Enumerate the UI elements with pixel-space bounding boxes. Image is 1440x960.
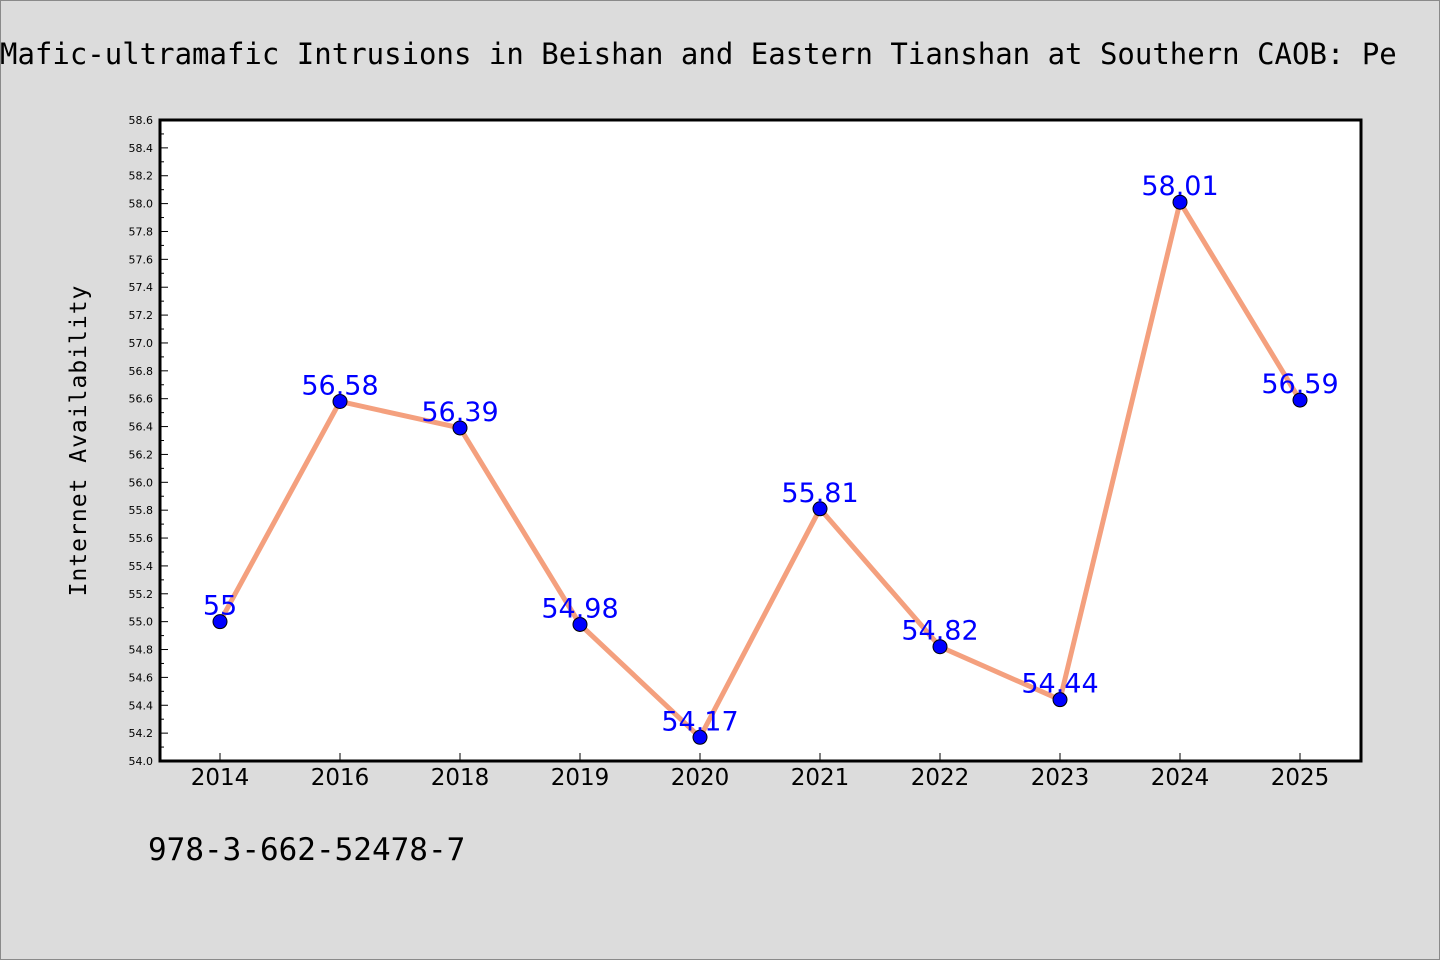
y-tick-label: 54.6	[129, 671, 154, 684]
y-tick-label: 57.8	[129, 225, 154, 238]
y-tick-label: 58.4	[129, 142, 154, 155]
data-point	[572, 616, 588, 632]
x-tick-label: 2016	[311, 765, 370, 791]
series-group: 55 56.58 56.39 54.98 54.17 55.81 54.82 54.44 58.…	[203, 171, 1339, 745]
y-tick-label: 56.8	[129, 365, 154, 378]
x-tick-label: 2022	[911, 765, 970, 791]
y-tick-label: 56.6	[129, 393, 154, 406]
y-tick-label: 58.2	[129, 170, 154, 183]
data-label: 56.59	[1261, 369, 1338, 400]
data-point	[812, 501, 828, 517]
data-point	[932, 639, 948, 655]
y-tick-label: 56.4	[129, 421, 154, 434]
x-tick-label: 2018	[431, 765, 490, 791]
y-tick-label: 58.6	[129, 114, 154, 127]
y-tick-label: 55.6	[129, 532, 154, 545]
y-tick-label: 57.0	[129, 337, 154, 350]
data-label: 55	[203, 591, 237, 622]
series-line	[217, 199, 1303, 740]
data-point	[212, 614, 228, 630]
data-label: 56.58	[301, 370, 378, 401]
x-tick-label: 2025	[1271, 765, 1330, 791]
x-tick-label: 2014	[191, 765, 250, 791]
data-label: 54.17	[661, 706, 738, 737]
x-axis: 2014 2016 2018 2019 2020 2021 2022 2023 2024 2025	[191, 753, 1330, 791]
x-tick-label: 2023	[1031, 765, 1090, 791]
y-tick-label: 55.2	[129, 588, 154, 601]
footer-code: 978-3-662-52478-7	[148, 832, 466, 868]
chart-title: Mafic-ultramafic Intrusions in Beishan a…	[0, 37, 1397, 71]
y-tick-label: 54.8	[129, 644, 154, 657]
y-tick-label: 56.2	[129, 448, 154, 461]
data-point	[1292, 392, 1308, 408]
y-tick-label: 54.0	[129, 755, 154, 768]
data-label: 54.98	[541, 593, 618, 624]
data-label: 54.82	[901, 616, 978, 647]
x-tick-label: 2024	[1151, 765, 1210, 791]
y-tick-label: 57.6	[129, 253, 154, 266]
data-point	[332, 393, 348, 409]
y-axis-label: Internet Availability	[66, 285, 92, 597]
x-tick-label: 2019	[551, 765, 610, 791]
y-tick-label: 54.4	[129, 699, 154, 712]
plot-area	[158, 118, 1363, 763]
data-label: 56.39	[421, 397, 498, 428]
data-point	[692, 729, 708, 745]
y-tick-label: 56.0	[129, 476, 154, 489]
data-point	[452, 420, 468, 436]
y-tick-label: 57.2	[129, 309, 154, 322]
y-tick-label: 55.8	[129, 504, 154, 517]
data-label: 54.44	[1021, 669, 1098, 700]
y-tick-label: 58.0	[129, 198, 154, 211]
y-tick-label: 55.4	[129, 560, 154, 573]
y-axis: 54.0 54.2 54.4 54.6 54.8 55.0 55.2 55.4 55.6 55.8…	[129, 114, 168, 768]
data-point	[1052, 692, 1068, 708]
y-tick-label: 57.4	[129, 281, 154, 294]
x-tick-label: 2020	[671, 765, 730, 791]
x-tick-label: 2021	[791, 765, 850, 791]
y-tick-label: 55.0	[129, 616, 154, 629]
data-label: 58.01	[1141, 171, 1218, 202]
data-label: 55.81	[781, 478, 858, 509]
data-point	[1172, 194, 1188, 210]
y-tick-label: 54.2	[129, 727, 154, 740]
